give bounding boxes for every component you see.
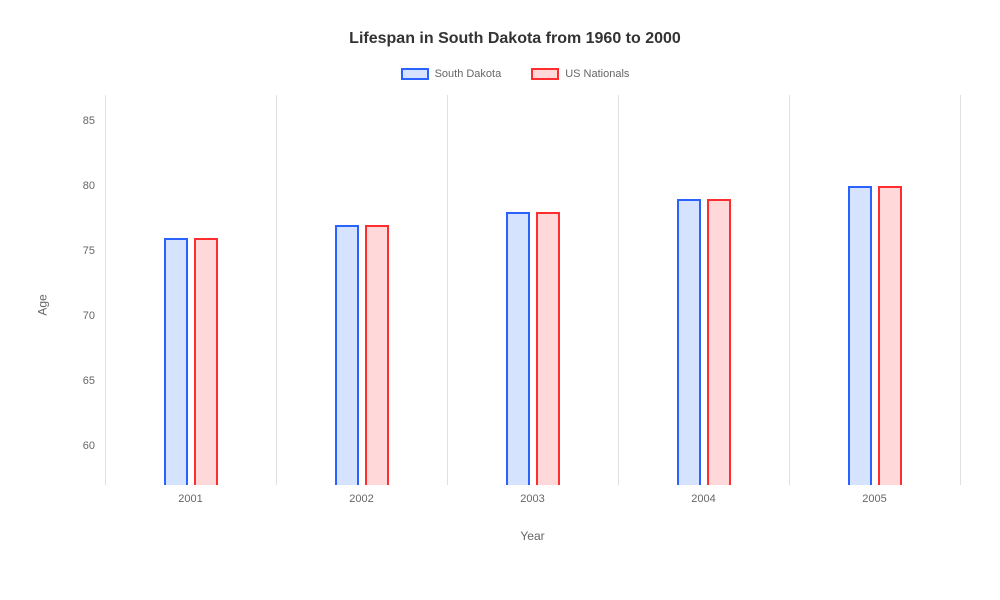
bar — [506, 212, 530, 485]
legend-item-south-dakota: South Dakota — [401, 68, 502, 80]
grid-and-bars — [105, 95, 960, 485]
x-tick: 2003 — [520, 493, 544, 505]
x-axis: Year 20012002200320042005 — [105, 485, 960, 515]
bar — [365, 225, 389, 485]
grid-line — [276, 95, 277, 485]
x-tick: 2001 — [178, 493, 202, 505]
y-tick: 65 — [83, 375, 95, 387]
legend-swatch-icon — [531, 68, 559, 80]
x-tick: 2004 — [691, 493, 715, 505]
plot-area: Age 606570758085 Year 200120022003200420… — [70, 95, 960, 515]
y-tick: 75 — [83, 245, 95, 257]
chart-title: Lifespan in South Dakota from 1960 to 20… — [70, 30, 960, 48]
chart-container: Lifespan in South Dakota from 1960 to 20… — [0, 0, 1000, 600]
bar — [164, 238, 188, 485]
x-tick: 2005 — [862, 493, 886, 505]
grid-line — [105, 95, 106, 485]
y-axis-label: Age — [36, 294, 50, 315]
bar — [194, 238, 218, 485]
y-tick: 70 — [83, 310, 95, 322]
bar — [335, 225, 359, 485]
grid-line — [618, 95, 619, 485]
y-tick: 60 — [83, 440, 95, 452]
legend: South Dakota US Nationals — [70, 68, 960, 80]
legend-swatch-icon — [401, 68, 429, 80]
grid-line — [789, 95, 790, 485]
y-tick: 80 — [83, 180, 95, 192]
x-tick: 2002 — [349, 493, 373, 505]
bar — [878, 186, 902, 485]
legend-label: South Dakota — [435, 68, 502, 80]
bar — [707, 199, 731, 485]
legend-item-us-nationals: US Nationals — [531, 68, 629, 80]
bar — [536, 212, 560, 485]
y-axis: 60 65 70 75 80 85 — [70, 95, 100, 485]
grid-line — [960, 95, 961, 485]
bar — [677, 199, 701, 485]
grid-line — [447, 95, 448, 485]
legend-label: US Nationals — [565, 68, 629, 80]
y-tick: 85 — [83, 115, 95, 127]
bar — [848, 186, 872, 485]
x-axis-label: Year — [520, 529, 544, 543]
